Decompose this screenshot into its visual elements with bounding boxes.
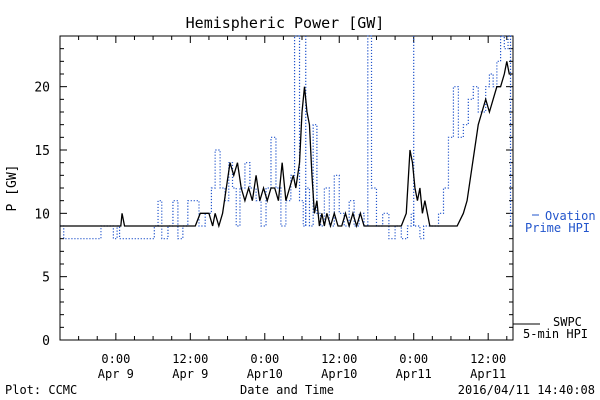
y-tick-label: 10 [34,207,50,222]
x-tick-sublabel: Apr10 [321,367,357,381]
x-tick-label: 0:00 [101,352,130,366]
chart-title: Hemispheric Power [GW] [186,14,385,32]
legend-ovation-label-2: Prime HPI [525,221,590,235]
x-tick-label: 12:00 [321,352,357,366]
x-axis-label: Date and Time [240,383,334,397]
y-axis: 0 5 10 15 20 [34,35,513,349]
legend-swpc-label-2: 5-min HPI [523,327,588,341]
series-swpc-line [60,61,512,229]
x-tick-label: 12:00 [470,352,506,366]
series-layer [60,35,512,240]
y-axis-label: P [GW] [5,165,20,212]
legend-ovation-label-1: Ovation [545,209,596,223]
y-tick-label: 15 [34,144,50,159]
x-tick-sublabel: Apr10 [247,367,283,381]
x-tick-sublabel: Apr11 [470,367,506,381]
x-tick-sublabel: Apr11 [396,367,432,381]
legend-swpc: SWPC 5-min HPI [513,315,588,341]
plot-credit: Plot: CCMC [5,383,77,397]
x-tick-label: 0:00 [250,352,279,366]
x-tick-label: 0:00 [399,352,428,366]
y-tick-label: 5 [42,271,50,286]
x-tick-label: 12:00 [172,352,208,366]
x-tick-sublabel: Apr 9 [98,367,134,381]
y-tick-label: 20 [34,81,50,96]
y-tick-label: 0 [42,334,50,349]
plot-timestamp: 2016/04/11 14:40:08 [458,383,595,397]
x-tick-sublabel: Apr 9 [172,367,208,381]
series-ovation-line [60,35,512,240]
legend-swpc-label-1: SWPC [553,315,582,329]
legend-ovation: Ovation Prime HPI [525,209,596,235]
